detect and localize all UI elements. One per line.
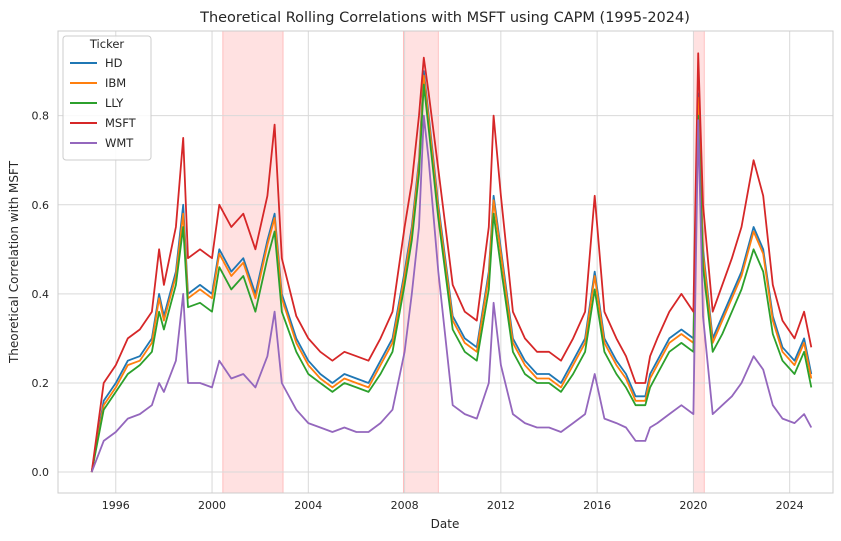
legend-label-ibm: IBM	[105, 76, 126, 90]
plot-area	[57, 30, 834, 494]
legend-label-hd: HD	[105, 56, 123, 70]
x-axis-ticks: 1996 2000 2004 2008 2012 2016 2020 2024	[102, 499, 804, 512]
y-tick-label: 0.8	[32, 110, 50, 123]
x-tick-label: 2024	[776, 499, 804, 512]
series-lines	[90, 52, 813, 473]
y-tick-label: 0.0	[32, 466, 50, 479]
x-tick-label: 2004	[294, 499, 322, 512]
legend-title: Ticker	[89, 37, 125, 51]
x-tick-label: 2000	[198, 499, 226, 512]
plot-frame	[57, 30, 834, 494]
x-tick-label: 2008	[391, 499, 419, 512]
legend-box	[62, 35, 152, 161]
y-axis-ticks: 0.0 0.2 0.4 0.6 0.8	[32, 110, 50, 479]
legend-items: HD IBM LLY MSFT WMT	[70, 56, 137, 150]
shaded-period-0	[222, 30, 284, 494]
series-line-msft	[90, 52, 813, 473]
chart-title: Theoretical Rolling Correlations with MS…	[199, 10, 690, 26]
legend-label-wmt: WMT	[105, 136, 134, 150]
legend: Ticker HD IBM LLY MSFT WMT	[62, 35, 152, 161]
x-tick-label: 1996	[102, 499, 130, 512]
legend-label-lly: LLY	[105, 96, 124, 110]
y-axis-label: Theoretical Correlation with MSFT	[7, 160, 21, 364]
x-axis-label: Date	[431, 517, 460, 531]
y-tick-label: 0.6	[32, 199, 50, 212]
x-tick-label: 2016	[583, 499, 611, 512]
y-tick-label: 0.4	[32, 288, 50, 301]
x-tick-label: 2020	[679, 499, 707, 512]
series-line-wmt	[90, 114, 813, 473]
legend-label-msft: MSFT	[105, 116, 137, 130]
y-tick-label: 0.2	[32, 377, 50, 390]
shaded-periods	[222, 30, 705, 494]
x-tick-label: 2012	[487, 499, 515, 512]
